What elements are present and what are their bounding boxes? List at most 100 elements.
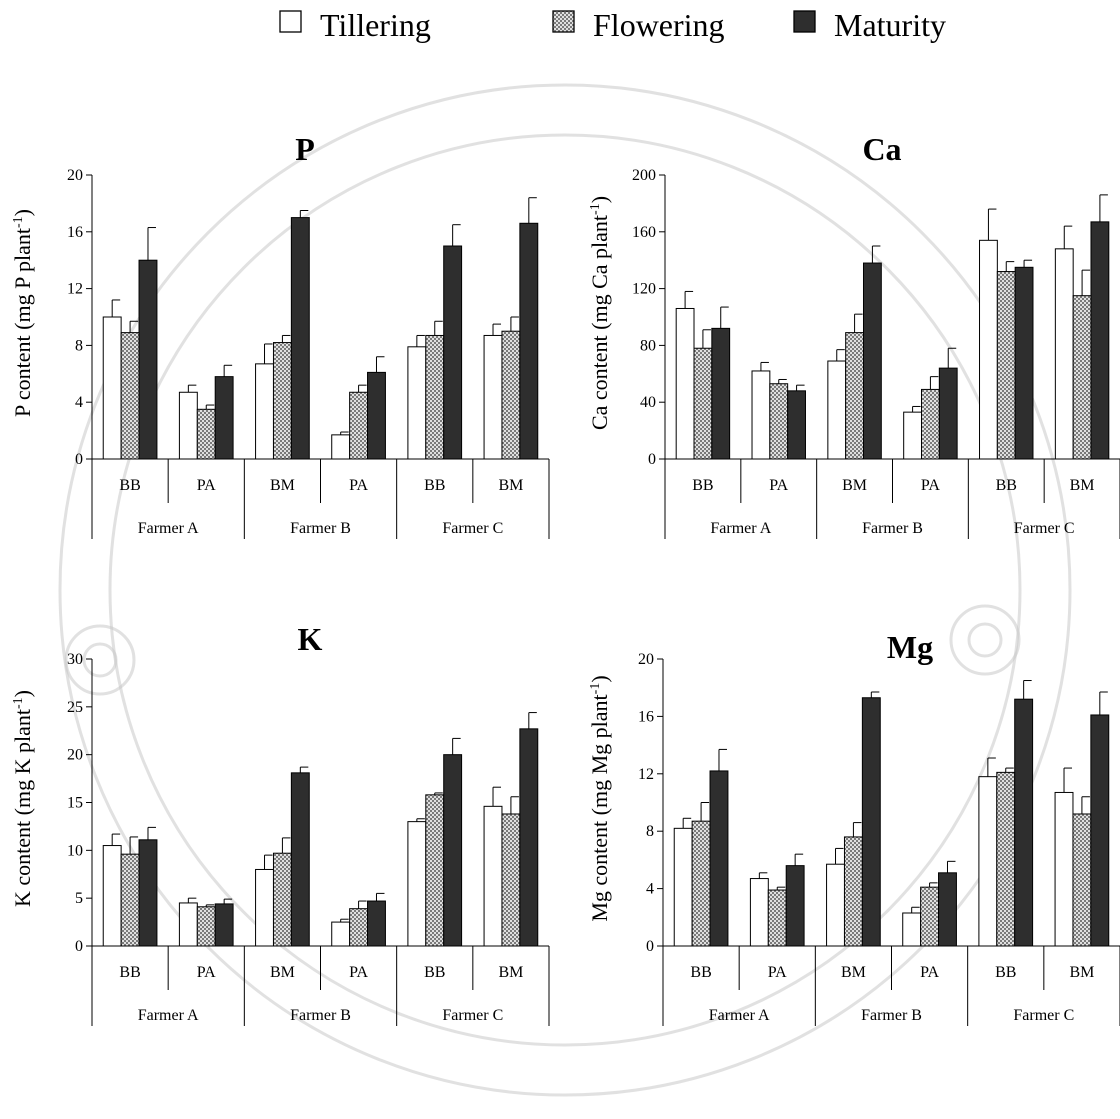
bar-flowering bbox=[996, 771, 1016, 947]
bar-maturity bbox=[861, 697, 881, 947]
bar-flowering bbox=[501, 330, 521, 460]
y-tick-label: 16 bbox=[67, 224, 83, 241]
x-category-label: BB bbox=[995, 964, 1016, 981]
x-category-label: BM bbox=[1070, 477, 1095, 494]
bar-maturity bbox=[519, 728, 539, 947]
bar-tillering bbox=[673, 827, 693, 947]
bar-flowering bbox=[120, 332, 140, 460]
bar-flowering bbox=[272, 852, 292, 947]
x-group-label: Farmer C bbox=[442, 1007, 503, 1024]
chart-panel-p: P P content (mg P plant-1) 0 4 8 12 16 20 BB PA BM… bbox=[10, 131, 550, 539]
chart-panel-ca: Ca Ca content (mg Ca plant-1) 0 40 80 120 160 2… bbox=[587, 131, 1120, 539]
x-category-label: PA bbox=[197, 477, 216, 494]
x-category-label: BM bbox=[842, 477, 867, 494]
bar-flowering bbox=[272, 342, 292, 460]
legend-label-tillering: Tillering bbox=[320, 7, 431, 43]
x-group-label: Farmer C bbox=[442, 520, 503, 537]
bar-tillering bbox=[903, 411, 923, 460]
bar-flowering bbox=[691, 820, 711, 947]
y-tick-label: 0 bbox=[648, 451, 656, 468]
x-category-label: PA bbox=[197, 964, 216, 981]
chart-title: K bbox=[298, 621, 323, 657]
bar-tillering bbox=[255, 868, 274, 947]
x-category-label: PA bbox=[768, 964, 787, 981]
bar-maturity bbox=[214, 376, 234, 460]
bar-maturity bbox=[443, 245, 463, 460]
bar-tillering bbox=[483, 805, 503, 947]
x-category-label: PA bbox=[921, 477, 940, 494]
bar-maturity bbox=[1014, 266, 1034, 460]
chart-title: Ca bbox=[862, 131, 901, 167]
bar-flowering bbox=[196, 906, 216, 947]
legend-item-tillering: Tillering bbox=[279, 7, 431, 43]
x-group-label: Farmer A bbox=[710, 520, 771, 537]
bar-tillering bbox=[827, 360, 847, 460]
y-tick-label: 12 bbox=[67, 281, 83, 298]
x-category-label: PA bbox=[349, 964, 368, 981]
bar-maturity bbox=[785, 865, 805, 947]
y-tick-label: 0 bbox=[75, 451, 83, 468]
x-group-label: Farmer A bbox=[138, 520, 199, 537]
x-group-label: Farmer B bbox=[290, 1007, 351, 1024]
legend-swatch-flowering bbox=[552, 10, 575, 33]
chart-panel-k: K K content (mg K plant-1) 0 5 10 15 20 25 30 BB P… bbox=[10, 621, 550, 1026]
bar-maturity bbox=[862, 262, 882, 460]
x-group-label: Farmer B bbox=[290, 520, 351, 537]
legend-label-maturity: Maturity bbox=[834, 7, 946, 43]
bar-flowering bbox=[425, 794, 445, 947]
bar-maturity bbox=[519, 222, 539, 460]
y-tick-label: 40 bbox=[640, 394, 656, 411]
bar-tillering bbox=[178, 902, 198, 947]
bar-maturity bbox=[787, 390, 806, 460]
x-category-label: PA bbox=[920, 964, 939, 981]
x-category-label: BB bbox=[692, 477, 713, 494]
bar-tillering bbox=[331, 921, 351, 947]
x-group-label: Farmer C bbox=[1013, 1007, 1074, 1024]
x-group-label: Farmer A bbox=[709, 1007, 770, 1024]
watermark-seal bbox=[58, 83, 1072, 1097]
bar-maturity bbox=[290, 217, 310, 460]
bar-flowering bbox=[996, 271, 1016, 460]
legend: Tillering Flowering Maturity bbox=[279, 7, 946, 43]
bar-maturity bbox=[1014, 698, 1034, 947]
legend-label-flowering: Flowering bbox=[593, 7, 725, 43]
bar-tillering bbox=[407, 346, 427, 460]
y-tick-label: 8 bbox=[646, 823, 654, 840]
x-category-label: BB bbox=[424, 964, 445, 981]
bar-maturity bbox=[711, 327, 731, 460]
y-tick-label: 10 bbox=[67, 842, 83, 859]
bar-flowering bbox=[120, 853, 140, 947]
bar-tillering bbox=[483, 334, 503, 460]
x-category-label: BB bbox=[119, 477, 140, 494]
y-tick-label: 20 bbox=[67, 747, 83, 764]
bar-flowering bbox=[921, 388, 940, 460]
x-category-label: PA bbox=[769, 477, 788, 494]
x-category-label: BB bbox=[996, 477, 1017, 494]
x-group-label: Farmer B bbox=[862, 520, 923, 537]
x-category-label: BM bbox=[270, 477, 295, 494]
y-tick-label: 4 bbox=[646, 881, 654, 898]
bar-tillering bbox=[1054, 248, 1074, 460]
bar-tillering bbox=[749, 878, 769, 947]
x-category-label: BB bbox=[424, 477, 445, 494]
bar-flowering bbox=[767, 889, 787, 947]
bar-maturity bbox=[1090, 221, 1110, 460]
bar-maturity bbox=[443, 754, 463, 947]
x-category-label: BM bbox=[841, 964, 866, 981]
bar-maturity bbox=[138, 839, 158, 947]
bar-maturity bbox=[938, 872, 957, 947]
y-axis-label: K content (mg K plant-1) bbox=[10, 690, 35, 907]
bar-tillering bbox=[751, 370, 771, 460]
bar-flowering bbox=[349, 908, 369, 947]
y-tick-label: 0 bbox=[75, 938, 83, 955]
bar-flowering bbox=[920, 886, 940, 947]
chart-panel-mg: Mg Mg content (mg Mg plant-1) 0 4 8 12 16 20 BB P… bbox=[587, 629, 1120, 1026]
bar-flowering bbox=[845, 332, 864, 460]
x-group-label: Farmer B bbox=[861, 1007, 922, 1024]
y-tick-label: 80 bbox=[640, 337, 656, 354]
y-axis-label: Mg content (mg Mg plant-1) bbox=[587, 675, 612, 921]
bar-flowering bbox=[843, 836, 863, 947]
x-category-label: BM bbox=[1069, 964, 1094, 981]
